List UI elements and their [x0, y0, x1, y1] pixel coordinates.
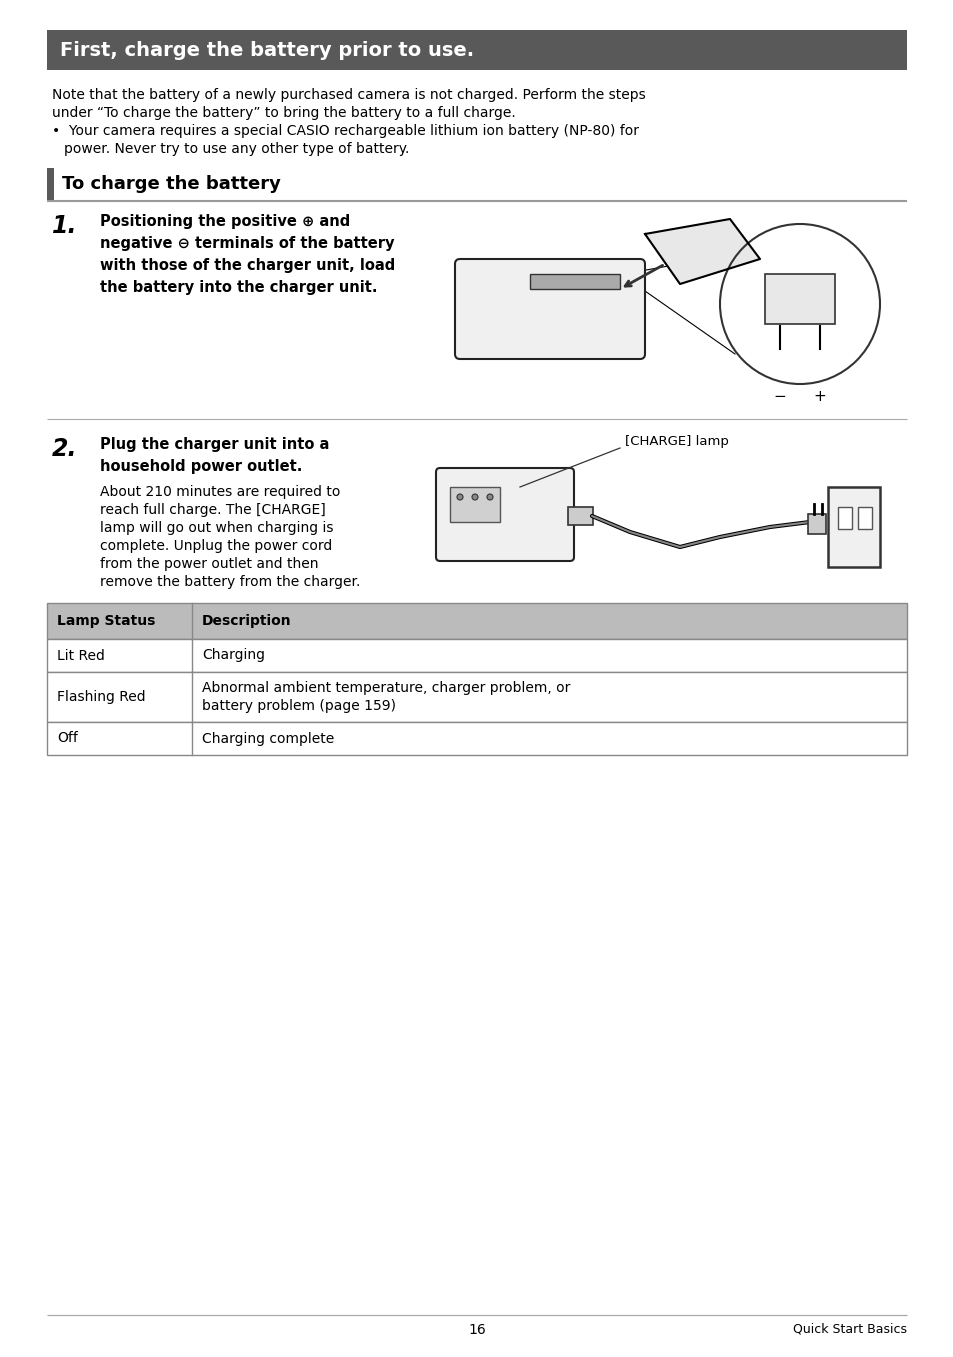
- Bar: [837, 508, 851, 529]
- Text: Note that the battery of a newly purchased camera is not charged. Perform the st: Note that the battery of a newly purchas…: [52, 88, 645, 102]
- Text: power. Never try to use any other type of battery.: power. Never try to use any other type o…: [64, 142, 409, 156]
- Bar: [47, 639, 906, 672]
- Text: negative ⊖ terminals of the battery: negative ⊖ terminals of the battery: [100, 236, 395, 251]
- Bar: [764, 274, 834, 324]
- Bar: [47, 603, 906, 639]
- Bar: [47, 30, 906, 71]
- Text: Flashing Red: Flashing Red: [57, 689, 146, 704]
- Bar: [47, 672, 906, 722]
- Bar: [47, 722, 906, 754]
- Text: from the power outlet and then: from the power outlet and then: [100, 556, 318, 571]
- Text: remove the battery from the charger.: remove the battery from the charger.: [100, 575, 360, 589]
- Bar: [567, 508, 593, 525]
- Text: To charge the battery: To charge the battery: [62, 175, 280, 193]
- Bar: [827, 487, 879, 567]
- Polygon shape: [644, 218, 760, 284]
- Text: Off: Off: [57, 731, 78, 745]
- Text: About 210 minutes are required to: About 210 minutes are required to: [100, 484, 340, 499]
- Text: −: −: [773, 389, 785, 404]
- Text: lamp will go out when charging is: lamp will go out when charging is: [100, 521, 334, 535]
- Text: household power outlet.: household power outlet.: [100, 459, 302, 474]
- Text: Description: Description: [202, 613, 292, 628]
- Text: the battery into the charger unit.: the battery into the charger unit.: [100, 280, 377, 294]
- Text: reach full charge. The [CHARGE]: reach full charge. The [CHARGE]: [100, 503, 325, 517]
- Text: with those of the charger unit, load: with those of the charger unit, load: [100, 258, 395, 273]
- Text: Lit Red: Lit Red: [57, 649, 105, 662]
- Text: battery problem (page 159): battery problem (page 159): [202, 699, 395, 712]
- Bar: [807, 514, 825, 535]
- Text: •  Your camera requires a special CASIO rechargeable lithium ion battery (NP-80): • Your camera requires a special CASIO r…: [52, 123, 639, 138]
- Text: [CHARGE] lamp: [CHARGE] lamp: [624, 436, 728, 449]
- FancyBboxPatch shape: [436, 468, 574, 560]
- Text: under “To charge the battery” to bring the battery to a full charge.: under “To charge the battery” to bring t…: [52, 106, 516, 119]
- Text: complete. Unplug the power cord: complete. Unplug the power cord: [100, 539, 332, 554]
- Bar: [857, 508, 871, 529]
- Text: Charging: Charging: [202, 649, 265, 662]
- Bar: [450, 487, 499, 522]
- Text: Quick Start Basics: Quick Start Basics: [792, 1323, 906, 1337]
- Bar: [47, 168, 54, 199]
- Circle shape: [486, 494, 493, 499]
- Text: 16: 16: [468, 1323, 485, 1337]
- Text: Plug the charger unit into a: Plug the charger unit into a: [100, 437, 329, 452]
- Text: 2.: 2.: [52, 437, 77, 461]
- Text: Charging complete: Charging complete: [202, 731, 334, 745]
- FancyBboxPatch shape: [455, 259, 644, 360]
- Text: Positioning the positive ⊕ and: Positioning the positive ⊕ and: [100, 214, 350, 229]
- Text: 1.: 1.: [52, 214, 77, 237]
- Text: +: +: [813, 389, 825, 404]
- Circle shape: [456, 494, 462, 499]
- Text: First, charge the battery prior to use.: First, charge the battery prior to use.: [60, 41, 474, 60]
- Text: Lamp Status: Lamp Status: [57, 613, 155, 628]
- Text: Abnormal ambient temperature, charger problem, or: Abnormal ambient temperature, charger pr…: [202, 681, 570, 695]
- Bar: [530, 274, 619, 289]
- Circle shape: [472, 494, 477, 499]
